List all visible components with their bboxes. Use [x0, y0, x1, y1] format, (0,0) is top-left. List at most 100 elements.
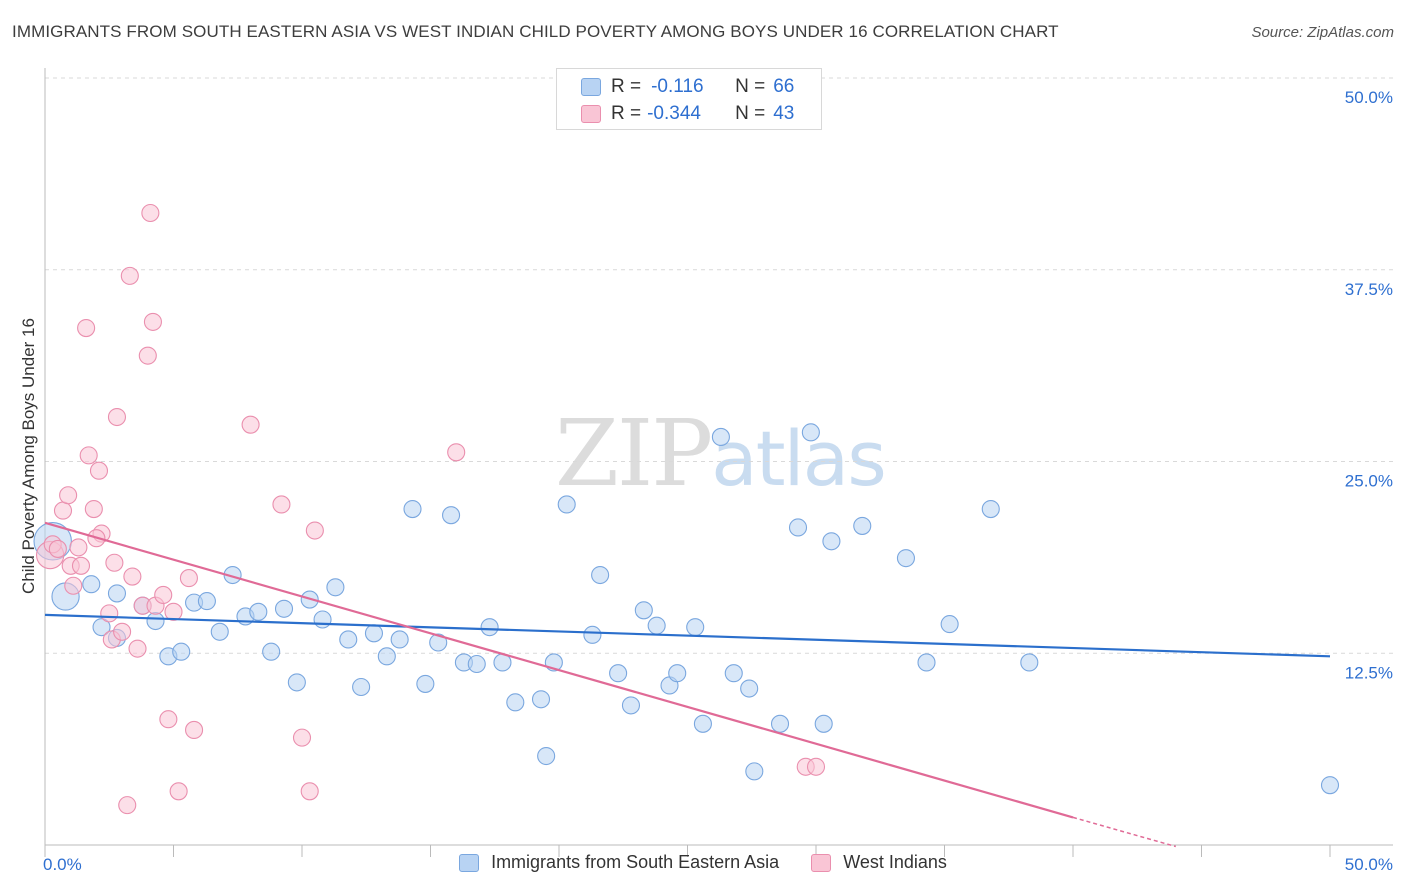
- data-point-immigrants: [531, 690, 551, 709]
- data-point-west-indians: [48, 539, 67, 558]
- data-point-immigrants: [647, 616, 666, 635]
- data-point-immigrants: [249, 602, 268, 621]
- data-point-immigrants: [591, 565, 610, 585]
- chart-title: IMMIGRANTS FROM SOUTH EASTERN ASIA VS WE…: [12, 22, 1059, 41]
- data-point-west-indians: [292, 728, 312, 747]
- legend-swatch-pink: [811, 853, 832, 872]
- series-pink-points: [35, 203, 826, 815]
- trend-lines: [44, 521, 1331, 848]
- data-point-immigrants: [262, 642, 281, 661]
- data-point-west-indians: [79, 446, 98, 465]
- data-point-immigrants: [377, 647, 396, 666]
- data-point-west-indians: [241, 415, 260, 434]
- data-point-immigrants: [313, 610, 332, 629]
- axes: [44, 68, 1393, 857]
- data-point-immigrants: [403, 500, 422, 519]
- trend-line-west-indians-extension: [1072, 816, 1177, 848]
- data-point-west-indians: [300, 782, 319, 801]
- data-point-immigrants: [352, 677, 371, 697]
- legend-row-pink: R = -0.344 N = 43: [581, 101, 794, 127]
- data-point-immigrants: [442, 506, 461, 525]
- data-point-west-indians: [143, 312, 162, 331]
- tick-labels: 12.5% 25.0% 37.5% 50.0% 0.0% 50.0%: [43, 88, 1393, 874]
- y-tick-label: 25.0%: [1345, 472, 1393, 491]
- data-point-west-indians: [128, 639, 147, 658]
- data-point-immigrants: [172, 642, 191, 661]
- y-tick-label: 12.5%: [1345, 663, 1393, 682]
- legend-label-immigrants: Immigrants from South Eastern Asia: [491, 852, 780, 872]
- data-point-west-indians: [100, 604, 119, 623]
- legend-r-label: R =: [611, 76, 642, 97]
- legend-n-label: N =: [735, 103, 766, 124]
- data-point-immigrants: [92, 618, 111, 637]
- legend-n-value-pink: 43: [773, 103, 795, 124]
- x-tick-label: 0.0%: [43, 855, 82, 874]
- legend-swatch-blue: [581, 78, 601, 96]
- data-point-immigrants: [788, 518, 808, 537]
- data-point-west-indians: [305, 521, 324, 540]
- y-tick-label: 50.0%: [1345, 88, 1393, 107]
- data-point-immigrants: [506, 693, 525, 712]
- data-point-immigrants: [390, 630, 409, 649]
- trend-line-immigrants: [44, 613, 1331, 658]
- data-point-immigrants: [853, 516, 872, 535]
- data-point-immigrants: [1320, 776, 1340, 795]
- data-point-immigrants: [416, 674, 435, 693]
- data-point-immigrants: [745, 762, 764, 781]
- data-point-west-indians: [105, 553, 124, 572]
- data-point-immigrants: [339, 630, 358, 649]
- data-point-west-indians: [138, 346, 157, 365]
- data-point-west-indians: [59, 486, 78, 505]
- series-blue-points: [33, 423, 1340, 795]
- legend-swatch-blue: [459, 853, 480, 872]
- data-point-immigrants: [197, 592, 216, 611]
- data-point-immigrants: [274, 599, 294, 618]
- data-point-immigrants: [740, 679, 759, 698]
- data-point-west-indians: [71, 556, 91, 575]
- legend-item-west-indians[interactable]: West Indians: [811, 852, 947, 873]
- data-point-immigrants: [770, 714, 790, 733]
- data-point-west-indians: [123, 567, 142, 586]
- data-point-immigrants: [724, 664, 743, 683]
- data-point-immigrants: [287, 673, 306, 692]
- data-point-immigrants: [621, 696, 641, 715]
- source-label: Source: ZipAtlas.com: [1251, 24, 1394, 41]
- data-point-immigrants: [814, 714, 833, 733]
- data-point-immigrants: [896, 549, 916, 568]
- data-point-west-indians: [179, 569, 198, 588]
- x-tick-label: 50.0%: [1345, 855, 1393, 874]
- data-point-west-indians: [118, 796, 137, 815]
- data-point-west-indians: [169, 782, 188, 801]
- data-point-west-indians: [84, 500, 103, 519]
- data-point-west-indians: [185, 720, 204, 740]
- legend-n-value-blue: 66: [773, 76, 795, 97]
- watermark-zip: ZIP: [555, 400, 713, 507]
- y-axis-label: Child Poverty Among Boys Under 16: [19, 318, 38, 594]
- data-point-west-indians: [447, 443, 466, 462]
- legend-n-label: N =: [735, 76, 766, 97]
- data-point-west-indians: [53, 501, 73, 520]
- data-point-west-indians: [154, 585, 173, 605]
- legend-label-west-indians: West Indians: [843, 852, 947, 872]
- data-point-immigrants: [107, 584, 127, 603]
- trend-line-west-indians: [44, 521, 1074, 819]
- data-point-west-indians: [806, 757, 826, 776]
- data-point-west-indians: [159, 710, 178, 729]
- legend-r-value-blue: -0.116: [651, 76, 704, 97]
- legend-item-immigrants[interactable]: Immigrants from South Eastern Asia: [459, 852, 779, 873]
- data-point-immigrants: [429, 633, 448, 652]
- data-point-immigrants: [634, 601, 653, 620]
- correlation-legend: R = -0.116 N = 66 R = -0.344 N = 43: [556, 68, 822, 130]
- legend-r-label: R =: [611, 103, 642, 124]
- watermark-atlas: atlas: [711, 414, 887, 503]
- data-point-immigrants: [609, 664, 628, 683]
- data-point-immigrants: [668, 664, 687, 683]
- legend-swatch-pink: [581, 105, 601, 123]
- data-point-immigrants: [146, 611, 165, 631]
- data-point-west-indians: [89, 461, 109, 480]
- y-tick-label: 37.5%: [1345, 280, 1393, 299]
- data-point-west-indians: [64, 576, 83, 595]
- data-point-immigrants: [326, 578, 345, 597]
- data-point-immigrants: [210, 622, 229, 641]
